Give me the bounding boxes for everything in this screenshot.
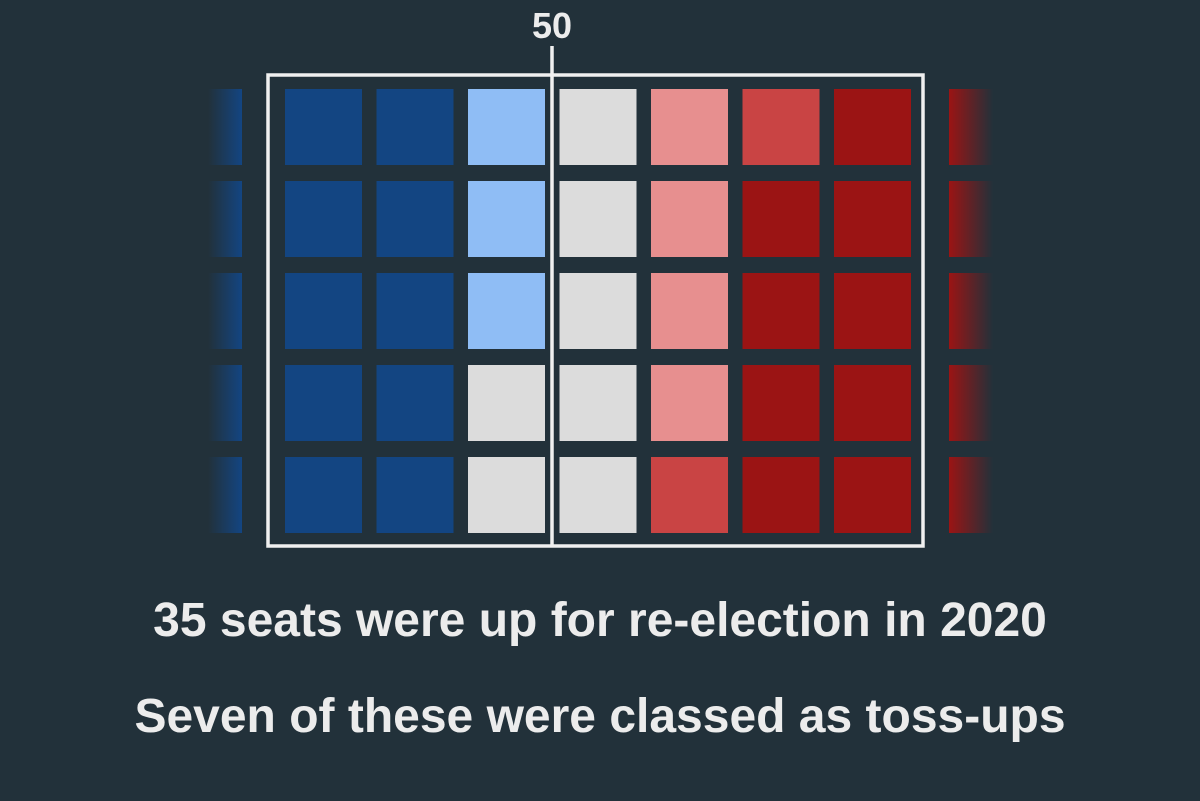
caption-seats-up: 35 seats were up for re-election in 2020 [153, 594, 1047, 647]
seat-cell-solid-dem [285, 273, 362, 349]
faded-seat-right [949, 273, 993, 349]
seat-cell-toss-up [559, 89, 637, 165]
seat-cell-toss-up [559, 457, 637, 533]
seat-cell-solid-dem [376, 365, 454, 441]
seat-cell-solid-dem [285, 457, 362, 533]
seat-cell-solid-dem [285, 89, 362, 165]
seat-cell-lean-rep [651, 273, 728, 349]
seat-cell-lean-dem [468, 273, 545, 349]
seat-cell-solid-dem [285, 365, 362, 441]
seat-cell-lean-rep [651, 89, 728, 165]
seat-cell-solid-rep [834, 181, 911, 257]
seat-cell-solid-dem [376, 273, 454, 349]
faded-seat-left [208, 457, 242, 533]
seat-cell-solid-dem [376, 89, 454, 165]
seat-cell-toss-up [468, 365, 545, 441]
majority-label: 50 [532, 5, 572, 46]
seat-cell-lean-dem [468, 181, 545, 257]
seat-cell-lean-dem [468, 89, 545, 165]
seat-cell-likely-rep [742, 89, 820, 165]
seat-cell-solid-rep [742, 273, 820, 349]
seat-cell-toss-up [559, 273, 637, 349]
seat-cell-toss-up [468, 457, 545, 533]
faded-seat-right [949, 89, 993, 165]
faded-seat-right [949, 457, 993, 533]
seat-cell-toss-up [559, 181, 637, 257]
seat-cell-solid-rep [834, 89, 911, 165]
faded-seat-left [208, 181, 242, 257]
caption-toss-ups: Seven of these were classed as toss-ups [134, 690, 1066, 743]
seat-cell-solid-rep [834, 457, 911, 533]
faded-seat-right [949, 181, 993, 257]
seat-cell-solid-rep [834, 273, 911, 349]
faded-seat-left [208, 273, 242, 349]
seat-cell-solid-dem [376, 457, 454, 533]
waffle-cells [285, 89, 911, 533]
faded-seat-right [949, 365, 993, 441]
seat-cell-solid-rep [742, 457, 820, 533]
seat-cell-solid-rep [742, 365, 820, 441]
faded-seat-left [208, 365, 242, 441]
left-edge-strip-group [208, 89, 242, 533]
senate-waffle-chart: 50 [208, 5, 993, 548]
faded-seat-left [208, 89, 242, 165]
seat-cell-solid-dem [285, 181, 362, 257]
right-edge-strip-group [949, 89, 993, 533]
seat-cell-lean-rep [651, 365, 728, 441]
toss-up-window-frame [266, 73, 925, 548]
seat-cell-solid-dem [376, 181, 454, 257]
seat-cell-lean-rep [651, 181, 728, 257]
seat-cell-solid-rep [834, 365, 911, 441]
seat-cell-toss-up [559, 365, 637, 441]
seat-cell-likely-rep [651, 457, 728, 533]
seat-cell-solid-rep [742, 181, 820, 257]
